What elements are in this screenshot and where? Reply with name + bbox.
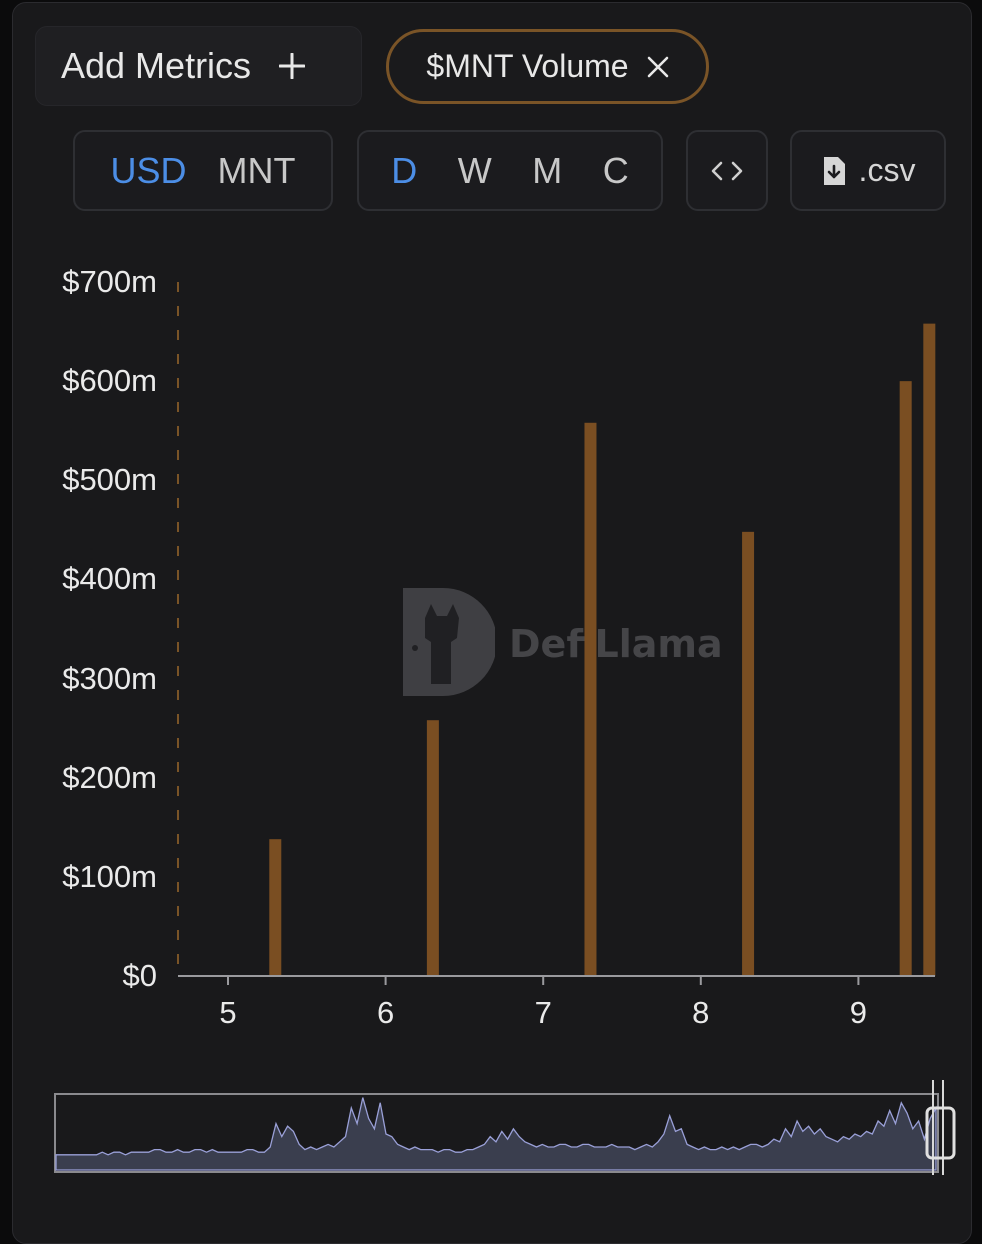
currency-toggle: USD MNT	[73, 130, 333, 211]
defillama-watermark: DefiLlama	[395, 588, 725, 700]
y-tick-label: $500m	[62, 462, 157, 498]
y-tick-label: $200m	[62, 759, 157, 795]
csv-label: .csv	[858, 152, 916, 188]
currency-option-mnt[interactable]: MNT	[217, 149, 296, 191]
metric-chip[interactable]: $MNT Volume	[386, 29, 709, 104]
embed-button[interactable]	[686, 130, 768, 211]
file-download-icon	[823, 156, 845, 185]
add-metrics-label: Add Metrics	[61, 45, 252, 86]
y-tick-label: $600m	[62, 363, 157, 399]
x-tick-label: 7	[534, 995, 552, 1030]
period-option-w[interactable]: W	[457, 149, 492, 191]
period-option-d[interactable]: D	[391, 149, 418, 191]
csv-download-button[interactable]: .csv	[790, 130, 946, 211]
bar[interactable]	[426, 720, 439, 976]
y-tick-label: $300m	[62, 660, 157, 696]
bar[interactable]	[899, 381, 912, 977]
y-tick-label: $400m	[62, 561, 157, 597]
bar[interactable]	[923, 323, 936, 976]
watermark-text: DefiLlama	[509, 622, 723, 666]
y-tick-label: $100m	[62, 858, 157, 894]
y-tick-label: $0	[122, 958, 157, 993]
code-icon	[711, 161, 743, 180]
y-tick-label: $700m	[62, 264, 157, 299]
x-tick-label: 9	[849, 995, 868, 1030]
period-toggle: D W M C	[357, 130, 663, 211]
x-tick-label: 6	[376, 995, 395, 1030]
x-tick-label: 8	[692, 995, 710, 1030]
add-metrics-button[interactable]: Add Metrics	[35, 26, 362, 106]
period-option-c[interactable]: C	[602, 149, 629, 191]
bar[interactable]	[269, 839, 282, 976]
bar-chart	[177, 282, 936, 985]
close-icon[interactable]	[647, 56, 669, 78]
period-option-m[interactable]: M	[532, 149, 563, 191]
bar[interactable]	[742, 531, 755, 976]
bar[interactable]	[584, 422, 597, 977]
plus-icon	[279, 53, 306, 79]
currency-option-usd[interactable]: USD	[110, 149, 187, 191]
x-tick-label: 5	[219, 995, 237, 1030]
metric-chip-label: $MNT Volume	[426, 48, 629, 84]
llama-logo-icon	[403, 588, 495, 696]
